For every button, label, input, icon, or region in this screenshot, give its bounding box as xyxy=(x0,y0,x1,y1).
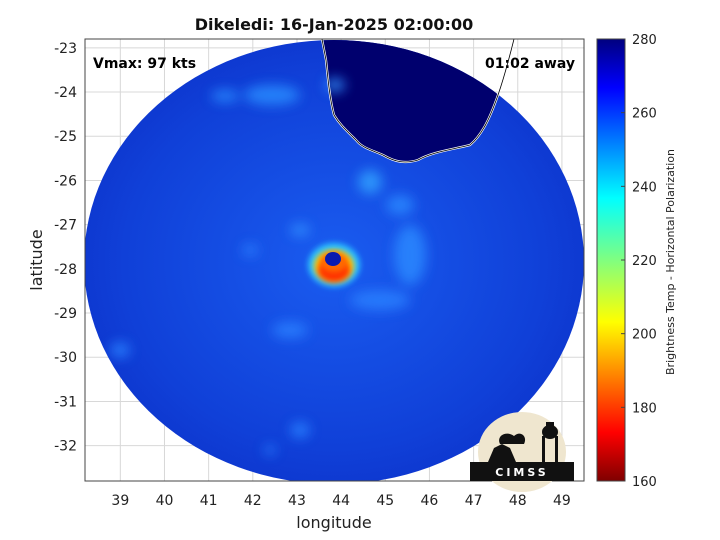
x-axis-label: longitude xyxy=(296,513,371,532)
x-tick-label: 46 xyxy=(421,493,439,509)
colorbar-tick-label: 180 xyxy=(632,401,657,416)
x-tick-label: 45 xyxy=(376,493,394,509)
y-tick-label: -31 xyxy=(54,394,77,410)
storm-eyewall xyxy=(308,243,360,287)
cimss-logo: CIMSS xyxy=(470,412,574,492)
x-tick-label: 39 xyxy=(111,493,129,509)
colorbar-tick-label: 200 xyxy=(632,328,657,343)
colorbar-tick-label: 280 xyxy=(632,33,657,48)
y-tick-label: -28 xyxy=(54,262,77,278)
axes-frame xyxy=(84,38,585,482)
y-axis-ticks: -23 -24 -25 -26 -27 -28 -29 -30 -31 -32 xyxy=(54,41,77,455)
y-tick-label: -29 xyxy=(54,306,77,322)
y-axis-label: latitude xyxy=(27,229,46,290)
x-tick-label: 44 xyxy=(332,493,350,509)
chart-title: Dikeledi: 16-Jan-2025 02:00:00 xyxy=(195,15,473,34)
y-tick-label: -25 xyxy=(54,129,77,145)
x-tick-label: 49 xyxy=(553,493,571,509)
plot-area: Vmax: 97 kts 01:02 away CIMSS xyxy=(84,38,585,492)
y-tick-label: -32 xyxy=(54,439,77,455)
time-away-annotation: 01:02 away xyxy=(485,56,575,72)
colorbar-ticks: 280 260 240 220 200 180 160 xyxy=(621,33,657,490)
x-tick-label: 41 xyxy=(200,493,218,509)
colorbar-tick-label: 240 xyxy=(632,180,657,195)
x-axis-ticks: 39 40 41 42 43 44 45 46 47 48 49 xyxy=(111,493,570,509)
y-tick-label: -23 xyxy=(54,41,77,57)
x-tick-label: 40 xyxy=(156,493,174,509)
vmax-annotation: Vmax: 97 kts xyxy=(93,56,196,72)
y-tick-label: -26 xyxy=(54,173,77,189)
y-tick-label: -30 xyxy=(54,350,77,366)
y-tick-label: -27 xyxy=(54,218,77,234)
x-tick-label: 48 xyxy=(509,493,527,509)
cimss-logo-text: CIMSS xyxy=(495,466,548,479)
x-tick-label: 42 xyxy=(244,493,262,509)
x-tick-label: 47 xyxy=(465,493,483,509)
colorbar: 280 260 240 220 200 180 160 Brightness Temp - … xyxy=(596,33,677,490)
x-tick-label: 43 xyxy=(288,493,306,509)
colorbar-tick-label: 160 xyxy=(632,475,657,490)
colorbar-gradient xyxy=(596,38,626,482)
colorbar-label: Brightness Temp - Horizontal Polarizatio… xyxy=(664,149,677,375)
colorbar-tick-label: 260 xyxy=(632,107,657,122)
y-tick-label: -24 xyxy=(54,85,77,101)
colorbar-tick-label: 220 xyxy=(632,254,657,269)
